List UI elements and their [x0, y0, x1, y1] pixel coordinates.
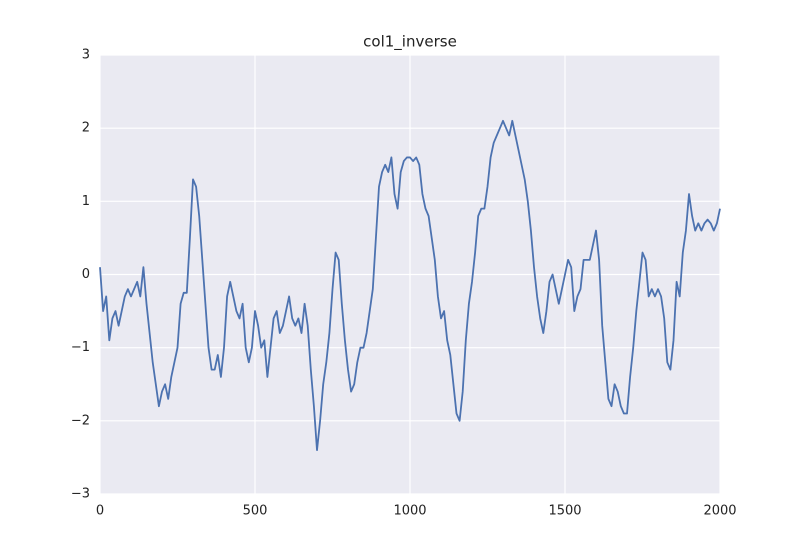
- y-tick-label: 1: [82, 194, 90, 209]
- y-tick-label: 3: [82, 48, 90, 63]
- x-tick-label: 0: [96, 504, 104, 519]
- y-tick-label: 0: [82, 267, 90, 282]
- x-tick-label: 1000: [393, 504, 426, 519]
- y-tick-label: 2: [82, 121, 90, 136]
- y-tick-label: −3: [71, 487, 90, 502]
- x-tick-label: 1500: [548, 504, 581, 519]
- chart-title: col1_inverse: [363, 33, 457, 52]
- y-tick-label: −1: [71, 340, 90, 355]
- x-tick-label: 2000: [703, 504, 736, 519]
- data-line: [99, 119, 721, 451]
- y-tick-label: −2: [71, 413, 90, 428]
- x-tick-label: 500: [243, 504, 268, 519]
